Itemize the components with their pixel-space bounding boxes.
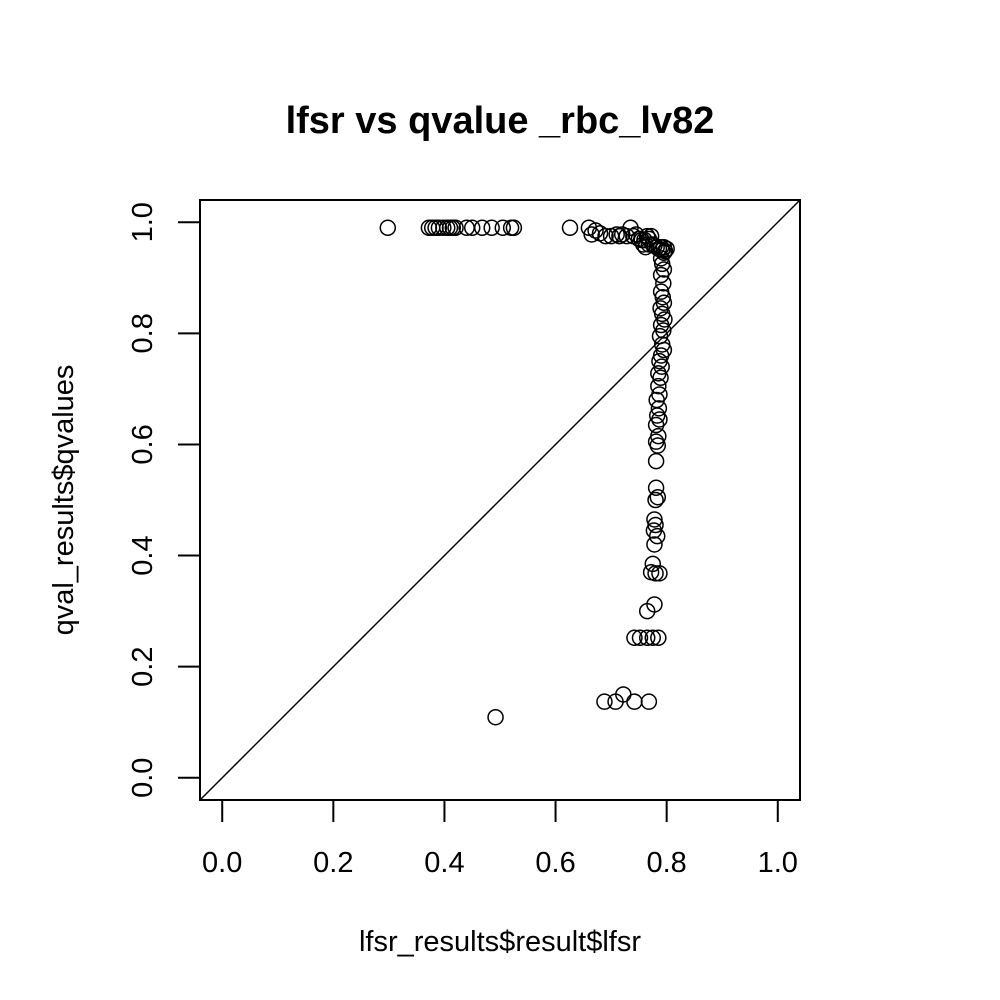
data-point bbox=[463, 219, 481, 237]
data-point bbox=[652, 250, 670, 267]
points-layer bbox=[379, 219, 675, 726]
data-point bbox=[655, 275, 672, 292]
data-point bbox=[631, 629, 649, 647]
data-point bbox=[647, 565, 664, 582]
identity-line bbox=[199, 199, 801, 801]
x-tick-label: 0.6 bbox=[535, 847, 575, 879]
data-point bbox=[652, 266, 670, 284]
data-point bbox=[435, 219, 452, 237]
y-tick-label: 0.6 bbox=[127, 424, 159, 464]
data-point bbox=[646, 511, 663, 528]
data-point bbox=[652, 369, 669, 387]
data-point bbox=[626, 629, 643, 647]
data-point bbox=[583, 226, 600, 243]
data-point bbox=[561, 219, 579, 237]
x-axis-label: lfsr_results$result$lfsr bbox=[359, 926, 641, 958]
data-point bbox=[611, 227, 628, 245]
data-point bbox=[379, 219, 397, 237]
data-point bbox=[651, 411, 668, 428]
data-point bbox=[618, 227, 635, 245]
data-point bbox=[635, 236, 652, 253]
x-axis: 0.0 0.2 0.4 0.6 0.8 1.0 bbox=[202, 799, 798, 879]
data-point bbox=[650, 629, 667, 647]
data-point bbox=[494, 219, 512, 237]
x-tick-label: 0.0 bbox=[202, 847, 242, 879]
data-point bbox=[473, 219, 491, 237]
y-axis: 0.0 0.2 0.4 0.6 0.8 1.0 bbox=[127, 202, 201, 798]
data-point bbox=[430, 219, 448, 237]
data-point bbox=[651, 565, 668, 582]
x-tick-label: 0.2 bbox=[313, 847, 353, 879]
data-point bbox=[608, 226, 625, 243]
reference-line-layer bbox=[199, 199, 801, 801]
chart-title: lfsr vs qvalue _rbc_lv82 bbox=[286, 100, 715, 142]
data-point bbox=[649, 488, 667, 506]
data-point bbox=[587, 222, 604, 239]
data-point bbox=[650, 400, 668, 417]
data-point bbox=[487, 708, 504, 726]
data-point bbox=[647, 452, 665, 470]
data-point bbox=[638, 629, 656, 647]
data-point bbox=[626, 693, 643, 710]
data-point bbox=[648, 527, 666, 545]
data-point bbox=[647, 491, 664, 509]
data-point bbox=[596, 693, 613, 710]
data-point bbox=[505, 219, 523, 237]
data-point bbox=[647, 479, 665, 497]
data-point bbox=[658, 240, 675, 258]
y-tick-label: 0.0 bbox=[127, 758, 159, 798]
y-tick-label: 0.2 bbox=[127, 647, 159, 687]
y-tick-label: 1.0 bbox=[127, 202, 159, 242]
data-point bbox=[654, 288, 672, 306]
data-point bbox=[648, 407, 666, 424]
y-tick-label: 0.8 bbox=[127, 313, 159, 353]
y-tick-label: 0.4 bbox=[127, 535, 159, 575]
y-axis-label: qval_results$qvalues bbox=[48, 365, 80, 636]
data-point bbox=[650, 377, 667, 395]
x-tick-label: 0.8 bbox=[647, 847, 687, 879]
data-point bbox=[640, 693, 658, 710]
data-point bbox=[483, 219, 500, 237]
data-point bbox=[447, 219, 464, 237]
data-point bbox=[647, 416, 665, 434]
data-point bbox=[645, 522, 663, 539]
data-point bbox=[644, 629, 662, 647]
x-tick-label: 1.0 bbox=[758, 847, 798, 879]
data-point bbox=[638, 602, 656, 620]
data-point bbox=[597, 227, 614, 245]
data-point bbox=[646, 536, 663, 553]
x-tick-label: 0.4 bbox=[424, 847, 464, 879]
